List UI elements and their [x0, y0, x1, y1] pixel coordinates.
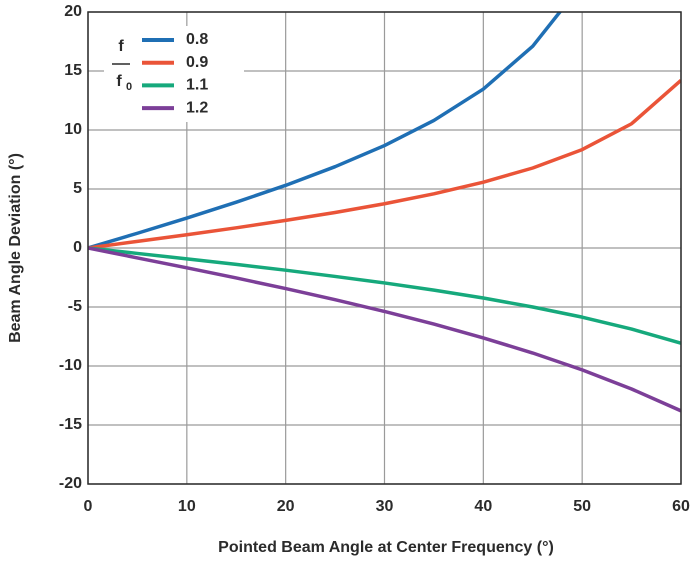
data-line [88, 246, 681, 413]
y-tick-label: 5 [73, 180, 82, 197]
x-axis-label: Pointed Beam Angle at Center Frequency (… [218, 539, 554, 556]
y-tick-label: -20 [59, 475, 82, 492]
legend-label: 1.1 [186, 77, 208, 94]
x-tick-label: 20 [277, 498, 295, 515]
x-tick-label: 30 [376, 498, 394, 515]
y-tick-label: -5 [68, 298, 82, 315]
legend-title-numerator: f [118, 38, 124, 55]
y-tick-label: 10 [64, 121, 82, 138]
y-tick-label: 15 [64, 62, 82, 79]
plot-frame [87, 11, 682, 485]
y-tick-label: -15 [59, 416, 82, 433]
legend-label: 0.9 [186, 54, 208, 71]
x-tick-label: 60 [672, 498, 690, 515]
data-line [88, 79, 681, 250]
legend-title-subscript: 0 [126, 81, 132, 93]
data-line [88, 246, 681, 345]
x-tick-label: 10 [178, 498, 196, 515]
legend-label: 0.8 [186, 31, 208, 48]
legend-label: 1.2 [186, 99, 208, 116]
y-tick-label: -10 [59, 357, 82, 374]
y-tick-label: 0 [73, 239, 82, 256]
x-tick-label: 0 [84, 498, 93, 515]
x-tick-label: 50 [573, 498, 591, 515]
x-tick-label: 40 [474, 498, 492, 515]
y-tick-label: 20 [64, 3, 82, 20]
y-axis-label: Beam Angle Deviation (°) [7, 153, 24, 343]
legend-title-denominator: f [116, 73, 122, 90]
data-line [88, 12, 563, 250]
